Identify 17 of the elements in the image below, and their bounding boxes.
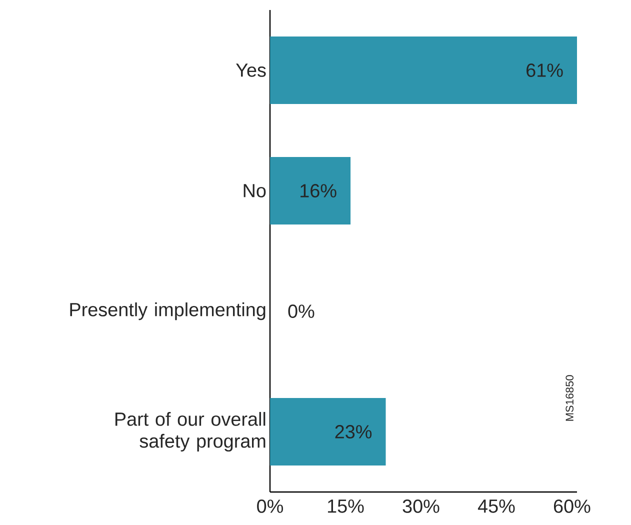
y-tick-label: Yes: [236, 64, 266, 77]
bar: [270, 36, 577, 104]
data-label: 23%: [335, 425, 372, 438]
bar: [270, 398, 386, 466]
x-tick-label: 0%: [257, 500, 283, 513]
x-tick-label: 30%: [402, 500, 440, 513]
y-tick-label: Part of our overall safety program: [115, 412, 266, 452]
x-tick-label: 15%: [328, 500, 364, 513]
x-tick-label: 60%: [554, 500, 590, 513]
data-label: 0%: [288, 304, 314, 318]
x-tick-label: 45%: [478, 500, 515, 513]
annotation: MS16850: [566, 375, 574, 421]
data-label: 16%: [300, 184, 336, 198]
y-tick-label: No: [244, 184, 266, 198]
bar: [270, 157, 351, 224]
data-label: 61%: [526, 64, 563, 77]
y-tick-label: Presently implementing: [70, 302, 266, 320]
